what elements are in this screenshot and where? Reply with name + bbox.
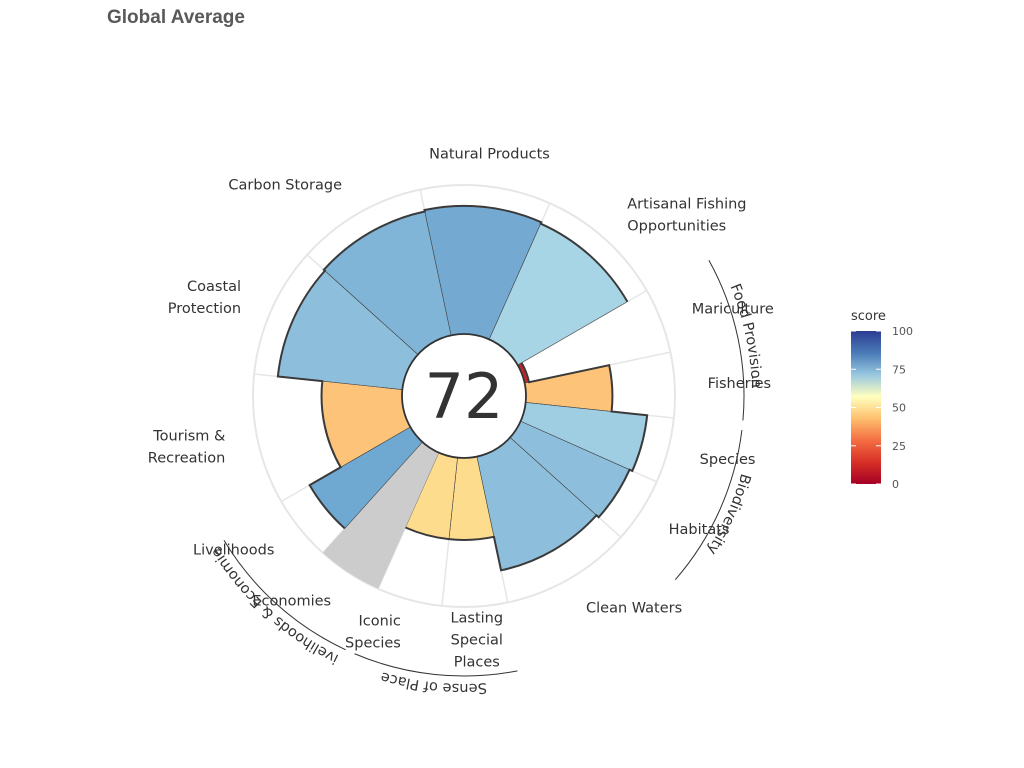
legend-tick: 25: [892, 440, 906, 453]
petal-outline: [276, 204, 649, 572]
legend-tick: 0: [892, 478, 899, 491]
goal-label-livelihoods: Livelihoods: [193, 543, 274, 559]
goal-label-economies: Economies: [252, 594, 331, 610]
center-score: 72: [425, 360, 504, 433]
petal-economies: [322, 442, 439, 589]
goal-label-coastal-protection: Coastal Protection: [168, 279, 241, 317]
goal-label-carbon-storage: Carbon Storage: [228, 178, 342, 194]
goal-label-clean-waters: Clean Waters: [586, 600, 682, 616]
group-label-1: Biodiversity: [703, 472, 753, 558]
grid-circle: [252, 184, 676, 608]
goal-label-lasting-special-places: Lasting Special Places: [450, 611, 503, 671]
group-bracket: [223, 539, 346, 651]
goal-label-artisanal-fishing-opportunities: Artisanal Fishing Opportunities: [627, 197, 746, 235]
legend-tick: 100: [892, 325, 913, 338]
legend-title: score: [851, 309, 886, 324]
goal-label-species: Species: [700, 452, 756, 468]
legend-tick: 75: [892, 363, 906, 376]
goal-label-habitats: Habitats: [669, 522, 730, 538]
legend-tick: 50: [892, 402, 906, 415]
goal-label-iconic-species: Iconic Species: [345, 614, 401, 652]
group-label-0: Food Provision: [727, 282, 764, 389]
chart-title: Global Average: [107, 7, 245, 28]
goal-label-natural-products: Natural Products: [429, 146, 550, 162]
group-bracket: [354, 653, 518, 677]
group-label-2: Sense of Place: [379, 668, 488, 696]
goal-label-tourism-recreation: Tourism & Recreation: [148, 429, 226, 467]
goal-label-fisheries: Fisheries: [708, 376, 771, 392]
center-circle: [401, 333, 527, 459]
group-bracket: [674, 430, 743, 581]
goal-label-mariculture: Mariculture: [692, 302, 774, 318]
group-bracket: [708, 260, 745, 421]
